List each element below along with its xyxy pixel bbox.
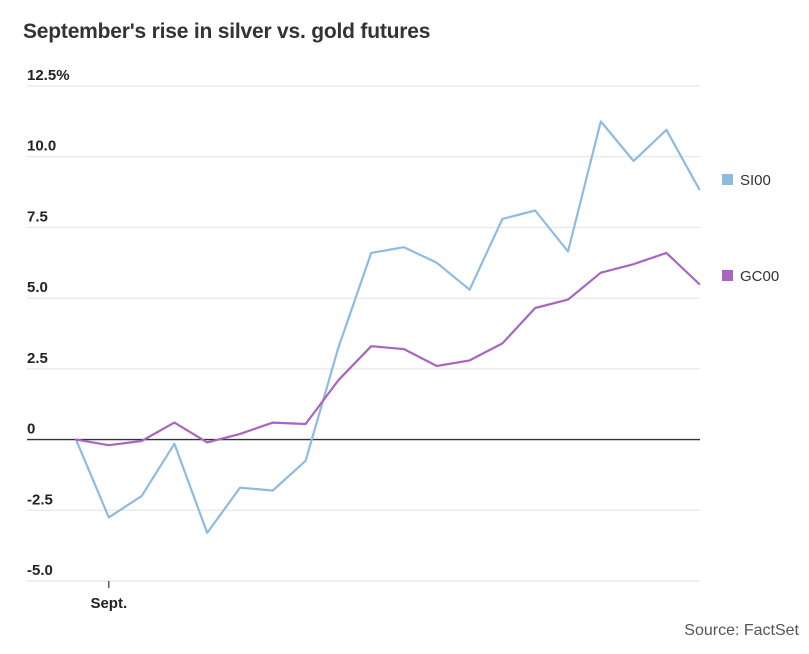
y-tick-label: -2.5 <box>27 491 53 508</box>
y-tick-label: 7.5 <box>27 208 48 225</box>
y-tick-label: 5.0 <box>27 279 48 296</box>
y-tick-label: 12.5% <box>27 67 70 84</box>
y-tick-label: 0 <box>27 421 35 438</box>
series-lines <box>74 120 701 535</box>
source-note: Source: FactSet <box>684 622 799 639</box>
y-tick-label: 10.0 <box>27 138 56 155</box>
x-axis: Sept. <box>90 581 127 612</box>
gridlines <box>27 85 700 582</box>
legend-label-gc00: GC00 <box>740 268 779 285</box>
x-tick-label: Sept. <box>90 595 127 612</box>
y-tick-label: -5.0 <box>27 562 53 579</box>
y-axis-tick-labels: 12.5% 10.0 7.5 5.0 2.5 0 -2.5 -5.0 <box>27 67 70 579</box>
legend: SI00 GC00 <box>722 172 779 285</box>
legend-label-si00: SI00 <box>740 172 771 189</box>
series-line-si00 <box>74 120 701 535</box>
chart-title: September's rise in silver vs. gold futu… <box>23 20 431 43</box>
legend-swatch-si00 <box>722 174 733 185</box>
y-tick-label: 2.5 <box>27 350 48 367</box>
series-line-gc00 <box>74 251 701 447</box>
legend-swatch-gc00 <box>722 270 733 281</box>
